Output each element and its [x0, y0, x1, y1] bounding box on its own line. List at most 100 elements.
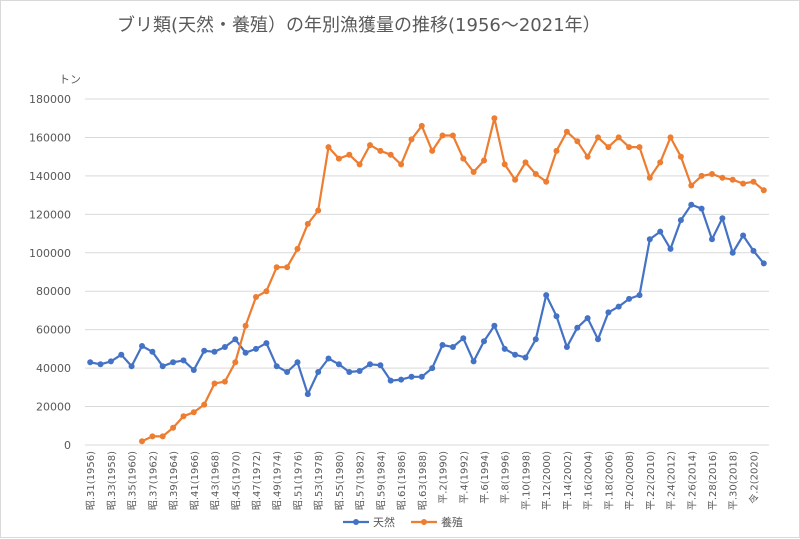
x-tick-label: 昭.41(1966): [189, 451, 201, 510]
x-tick-label: 平.16(2004): [584, 451, 595, 510]
legend: 天然 養殖: [343, 515, 463, 529]
x-tick-label: 昭.53(1978): [313, 451, 325, 510]
series-line: [141, 117, 765, 443]
data-point: [387, 151, 394, 158]
data-point: [304, 391, 311, 398]
data-point: [180, 357, 187, 364]
data-point: [418, 122, 425, 129]
data-point: [449, 344, 456, 350]
data-point: [429, 365, 436, 372]
series-1: [139, 115, 767, 445]
data-point: [335, 155, 342, 162]
data-point: [595, 134, 601, 141]
y-axis-unit: トン: [59, 73, 81, 86]
legend-label: 天然: [373, 515, 395, 529]
data-point: [170, 359, 177, 366]
data-point: [387, 377, 394, 384]
data-point: [698, 172, 705, 179]
data-point: [470, 169, 477, 175]
legend-label: 養殖: [441, 515, 463, 529]
x-tick-labels: 昭.31(1956) 昭.33(1958) 昭.35(1960) 昭.37(1962)…: [85, 451, 760, 510]
chart-title: ブリ類(天然・養殖）の年別漁獲量の推移(1956〜2021年）: [117, 14, 601, 36]
data-point: [398, 161, 405, 168]
x-tick-label: 平.4(1992): [459, 451, 470, 504]
x-tick-label: 平.2(1990): [439, 451, 450, 504]
data-point: [346, 151, 353, 158]
x-tick-label: 昭.59(1984): [375, 451, 387, 510]
data-point: [553, 313, 560, 320]
x-tick-label: 昭.57(1982): [355, 451, 367, 510]
data-point: [439, 342, 446, 348]
data-point: [149, 433, 156, 440]
data-point: [760, 187, 767, 194]
data-point: [553, 147, 560, 154]
y-tick-label: 120000: [29, 208, 71, 221]
x-tick-label: 平.12(2000): [542, 451, 553, 510]
data-point: [356, 161, 363, 168]
data-point: [688, 201, 695, 208]
data-point: [356, 368, 363, 374]
data-point: [304, 220, 311, 227]
data-point: [481, 338, 487, 345]
y-tick-label: 140000: [29, 170, 71, 183]
series-layer: [87, 115, 767, 445]
data-point: [107, 358, 114, 365]
x-tick-label: 平.18(2006): [604, 451, 615, 510]
x-tick-label: 昭.49(1974): [272, 451, 284, 510]
y-tick-label: 0: [64, 439, 71, 452]
data-point: [719, 174, 726, 181]
data-point: [377, 147, 384, 154]
data-point: [201, 347, 208, 354]
data-point: [522, 159, 529, 166]
data-point: [584, 315, 591, 322]
data-point: [543, 292, 550, 299]
data-point: [315, 207, 322, 214]
x-tick-label: 昭.39(1964): [168, 451, 180, 510]
x-tick-label: 平.8(1996): [501, 451, 512, 504]
data-point: [605, 144, 612, 151]
data-point: [481, 157, 487, 164]
data-point: [242, 322, 249, 329]
data-point: [263, 340, 270, 347]
data-point: [325, 355, 332, 362]
data-point: [750, 247, 757, 254]
data-point: [190, 409, 197, 416]
data-point: [729, 176, 736, 183]
data-point: [667, 134, 674, 141]
x-tick-label: 昭.43(1968): [210, 451, 222, 510]
x-tick-label: 平.6(1994): [480, 451, 491, 504]
data-point: [709, 236, 715, 243]
legend-marker: [421, 519, 427, 525]
data-point: [159, 363, 166, 370]
data-point: [677, 217, 684, 224]
data-point: [626, 295, 633, 302]
data-point: [263, 288, 270, 295]
data-point: [636, 292, 643, 299]
data-point: [532, 336, 539, 343]
data-point: [139, 343, 145, 349]
x-tick-label: 昭.45(1970): [230, 451, 242, 510]
x-tick-label: 昭.55(1980): [334, 451, 346, 510]
data-point: [273, 363, 280, 370]
y-tick-label: 160000: [29, 131, 71, 144]
data-point: [750, 178, 757, 185]
y-tick-label: 60000: [36, 324, 71, 337]
data-point: [439, 132, 446, 139]
data-point: [294, 245, 301, 252]
data-point: [646, 236, 653, 243]
data-point: [232, 359, 239, 366]
y-tick-label: 180000: [29, 93, 71, 106]
data-point: [636, 144, 643, 151]
data-point: [190, 367, 197, 373]
x-tick-label: 昭.37(1962): [147, 451, 159, 510]
data-point: [429, 147, 436, 154]
data-point: [294, 359, 301, 366]
x-tick-label: 平.30(2018): [729, 451, 740, 510]
data-point: [273, 264, 280, 271]
data-point: [740, 180, 747, 187]
x-tick-label: 平.26(2014): [687, 451, 698, 510]
x-tick-label: 令.2(2020): [747, 451, 760, 504]
data-point: [315, 369, 322, 375]
data-point: [180, 413, 187, 420]
